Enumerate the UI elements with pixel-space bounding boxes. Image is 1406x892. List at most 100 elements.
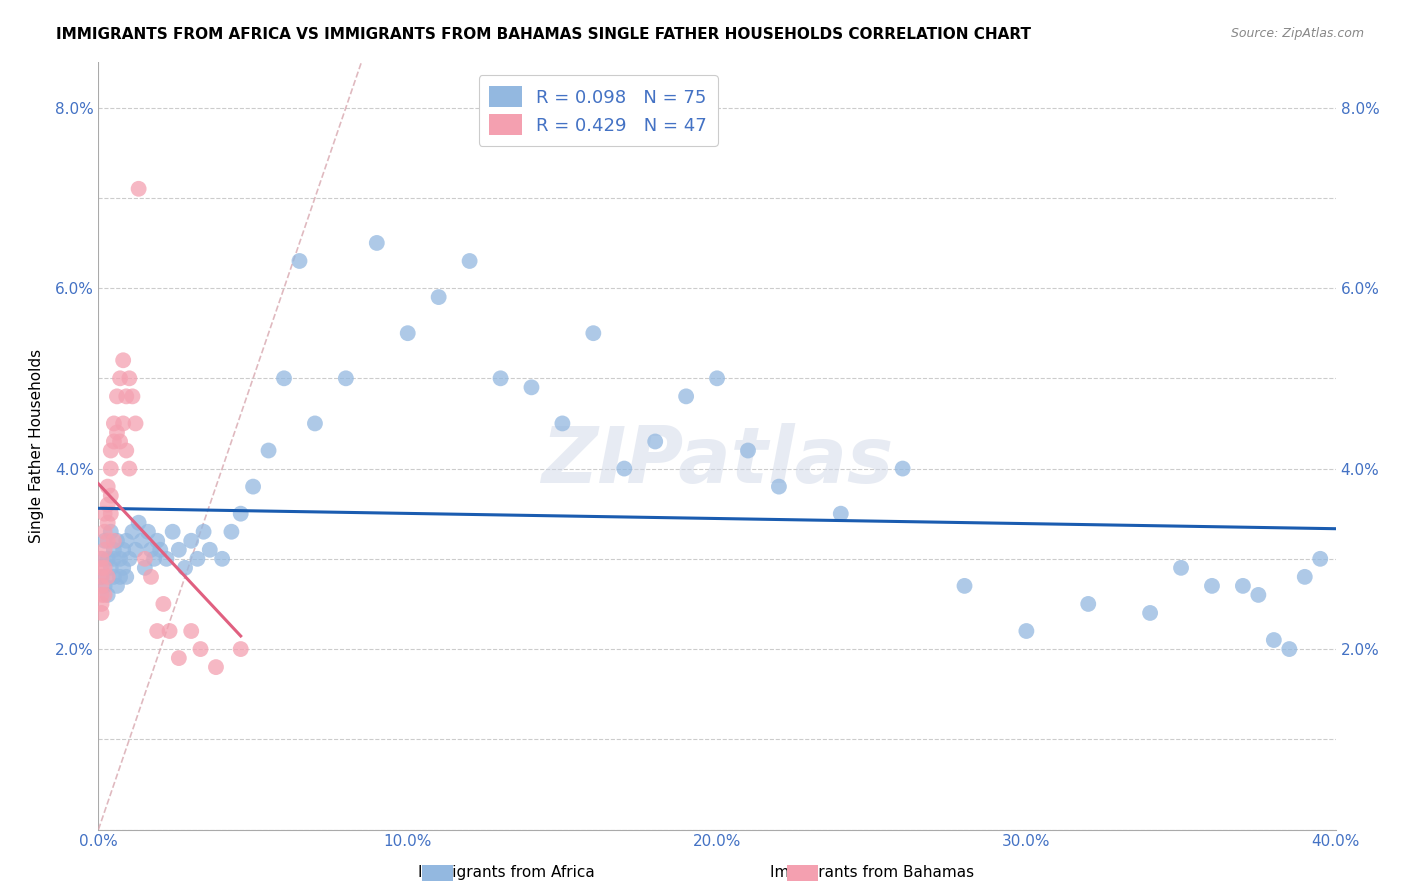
Point	[167, 651, 190, 665]
Point	[90, 561, 112, 575]
Point	[273, 371, 295, 385]
Point	[458, 254, 481, 268]
Point	[100, 443, 122, 458]
Point	[97, 570, 120, 584]
Point	[108, 434, 131, 449]
Point	[118, 371, 141, 385]
Point	[139, 570, 162, 584]
Point	[118, 461, 141, 475]
Point	[205, 660, 228, 674]
Point	[105, 425, 128, 440]
Point	[115, 570, 138, 584]
Point	[100, 489, 122, 503]
Point	[103, 417, 125, 431]
Point	[115, 389, 138, 403]
Point	[1201, 579, 1223, 593]
Point	[180, 624, 202, 638]
Point	[146, 533, 169, 548]
Point	[830, 507, 852, 521]
Point	[90, 606, 112, 620]
Point	[1294, 570, 1316, 584]
Point	[97, 480, 120, 494]
Point	[146, 624, 169, 638]
Point	[103, 533, 125, 548]
Point	[186, 551, 208, 566]
Point	[136, 524, 159, 539]
Text: Immigrants from Bahamas: Immigrants from Bahamas	[769, 865, 974, 880]
Point	[97, 516, 120, 530]
Point	[90, 579, 112, 593]
Point	[105, 533, 128, 548]
Point	[1139, 606, 1161, 620]
Point	[134, 551, 156, 566]
Point	[93, 533, 115, 548]
Text: ZIPatlas: ZIPatlas	[541, 424, 893, 500]
Point	[1247, 588, 1270, 602]
Point	[139, 542, 162, 557]
Point	[427, 290, 450, 304]
Point	[180, 533, 202, 548]
Point	[115, 443, 138, 458]
Point	[93, 507, 115, 521]
Text: IMMIGRANTS FROM AFRICA VS IMMIGRANTS FROM BAHAMAS SINGLE FATHER HOUSEHOLDS CORRE: IMMIGRANTS FROM AFRICA VS IMMIGRANTS FRO…	[56, 27, 1031, 42]
Point	[174, 561, 197, 575]
Point	[100, 561, 122, 575]
Point	[1263, 633, 1285, 648]
Point	[97, 533, 120, 548]
Point	[551, 417, 574, 431]
Point	[768, 480, 790, 494]
Point	[90, 570, 112, 584]
Point	[103, 551, 125, 566]
Point	[644, 434, 666, 449]
Point	[613, 461, 636, 475]
Point	[1015, 624, 1038, 638]
Point	[108, 371, 131, 385]
Point	[229, 642, 252, 657]
Point	[229, 507, 252, 521]
Point	[97, 498, 120, 512]
Point	[304, 417, 326, 431]
Point	[396, 326, 419, 341]
Point	[121, 389, 143, 403]
Point	[159, 624, 181, 638]
Point	[1170, 561, 1192, 575]
Point	[891, 461, 914, 475]
Point	[112, 417, 135, 431]
Point	[97, 551, 120, 566]
Point	[124, 417, 146, 431]
Point	[112, 542, 135, 557]
Point	[93, 524, 115, 539]
Point	[520, 380, 543, 394]
Text: Immigrants from Africa: Immigrants from Africa	[418, 865, 595, 880]
Y-axis label: Single Father Households: Single Father Households	[28, 349, 44, 543]
Point	[211, 551, 233, 566]
Point	[167, 542, 190, 557]
Point	[124, 542, 146, 557]
Point	[90, 551, 112, 566]
Point	[108, 551, 131, 566]
Point	[198, 542, 221, 557]
Point	[90, 551, 112, 566]
Point	[93, 588, 115, 602]
Text: Source: ZipAtlas.com: Source: ZipAtlas.com	[1230, 27, 1364, 40]
Point	[93, 542, 115, 557]
Point	[97, 588, 120, 602]
Point	[155, 551, 177, 566]
Point	[115, 533, 138, 548]
Point	[118, 551, 141, 566]
Point	[108, 570, 131, 584]
Point	[706, 371, 728, 385]
Point	[193, 524, 215, 539]
Point	[1278, 642, 1301, 657]
Point	[366, 235, 388, 250]
Point	[93, 579, 115, 593]
Point	[737, 443, 759, 458]
Point	[1077, 597, 1099, 611]
Point	[90, 588, 112, 602]
Point	[288, 254, 311, 268]
Point	[105, 389, 128, 403]
Point	[121, 524, 143, 539]
Point	[103, 542, 125, 557]
Point	[242, 480, 264, 494]
Point	[93, 561, 115, 575]
